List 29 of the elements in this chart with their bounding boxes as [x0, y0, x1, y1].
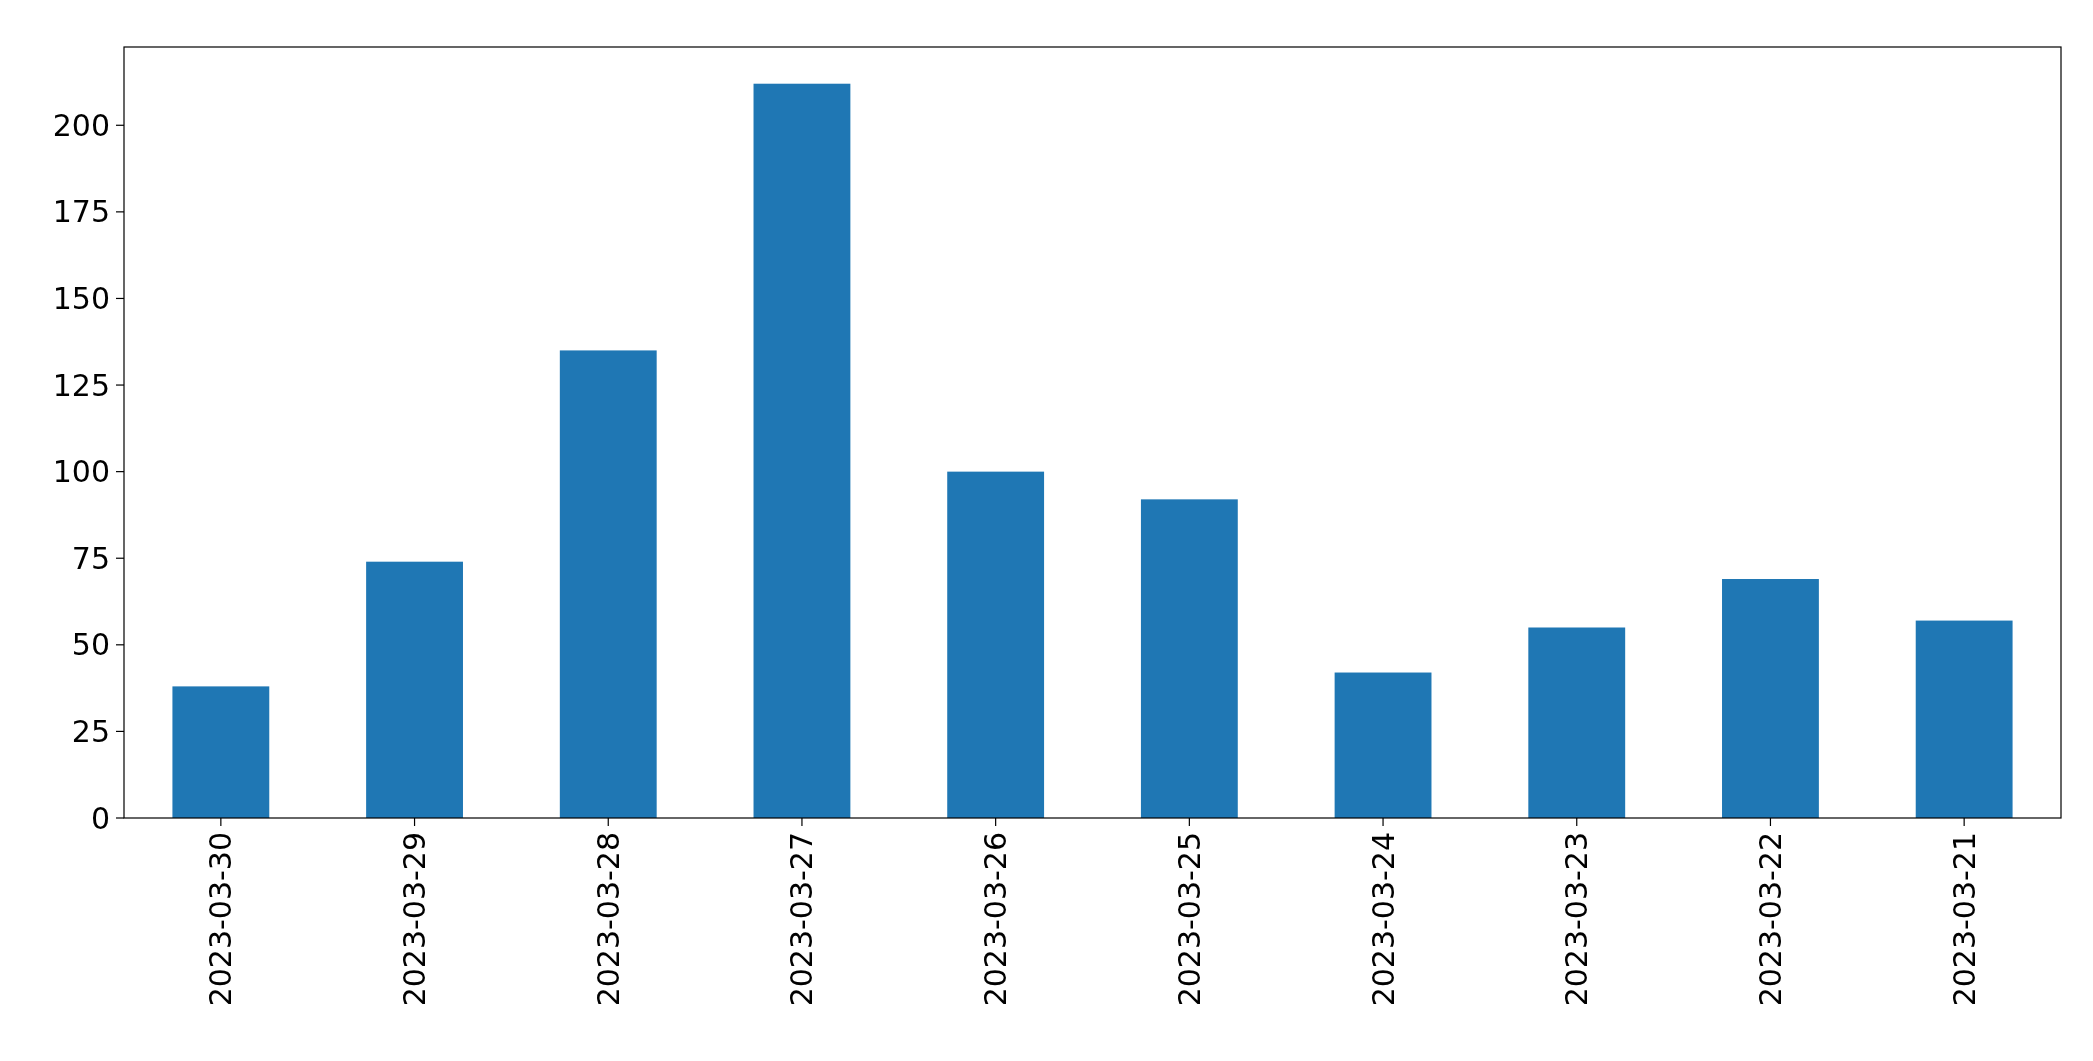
bar	[172, 686, 270, 818]
y-tick-label: 175	[52, 194, 110, 230]
bar	[947, 471, 1045, 818]
x-tick-label: 2023-03-21	[1946, 832, 1982, 1007]
y-tick-label: 125	[52, 367, 110, 403]
bar	[753, 83, 851, 818]
y-tick-label: 50	[71, 627, 110, 663]
y-tick-label: 25	[71, 713, 110, 749]
x-tick-label: 2023-03-22	[1752, 832, 1788, 1007]
x-tick-label: 2023-03-30	[203, 832, 239, 1007]
x-tick-label: 2023-03-29	[397, 832, 433, 1007]
y-tick-label: 100	[52, 454, 110, 490]
bar	[1915, 620, 2013, 818]
x-tick-label: 2023-03-28	[590, 832, 626, 1007]
x-tick-label: 2023-03-23	[1559, 832, 1595, 1007]
bar	[1334, 672, 1432, 818]
x-tick-label: 2023-03-24	[1365, 832, 1401, 1007]
y-tick-label: 75	[71, 540, 110, 576]
x-tick-label: 2023-03-26	[978, 832, 1014, 1007]
x-tick-label: 2023-03-27	[784, 832, 820, 1007]
bar	[366, 561, 463, 818]
y-tick-label: 150	[52, 280, 110, 316]
x-tick-label: 2023-03-25	[1171, 832, 1207, 1007]
bar	[1722, 579, 1819, 818]
y-tick-label: 0	[90, 800, 110, 836]
bar	[1140, 499, 1238, 818]
bar	[1528, 627, 1626, 818]
bar	[559, 350, 657, 818]
y-tick-label: 200	[52, 107, 110, 143]
